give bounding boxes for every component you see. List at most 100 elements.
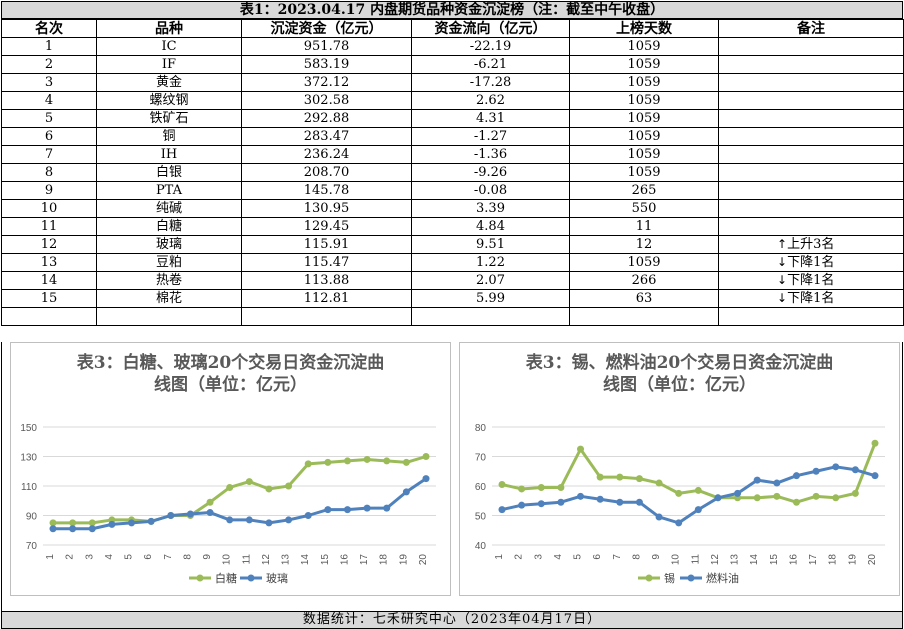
flow-cell: -1.36 [411,145,570,164]
days-cell: 1059 [569,73,719,92]
table-row: 3 黄金 372.12 -17.28 1059 [1,73,904,92]
empty-cell [1,307,97,326]
empty-row [1,307,904,326]
rank-cell: 9 [1,181,97,200]
data-point [792,472,800,480]
note-cell [718,127,904,146]
y-tick-label: 70 [475,453,487,464]
series-line-0 [53,455,427,525]
days-cell: 265 [569,181,719,200]
data-point [832,494,840,502]
data-point [518,485,526,493]
table-row: 8 白银 208.70 -9.26 1059 [1,163,904,182]
y-tick-label: 50 [475,512,487,523]
data-point [167,512,175,519]
flow-cell: 1.22 [411,253,570,272]
data-point [675,489,683,497]
days-cell: 550 [569,199,719,218]
note-cell [718,73,904,92]
note-cell [718,91,904,110]
header-rank: 名次 [1,19,97,38]
data-point [304,512,312,519]
name-cell: 铜 [96,127,242,146]
data-point [324,458,332,466]
arrow-down-icon: ↓ [777,255,788,269]
data-point [832,463,840,471]
data-point [88,525,96,533]
data-point [363,504,371,512]
y-tick-label: 40 [475,541,487,552]
legend-marker [687,574,695,582]
y-tick-label: 150 [20,423,37,434]
data-point [285,516,293,524]
flow-cell: -6.21 [411,55,570,74]
days-cell: 1059 [569,37,719,56]
data-point [265,485,273,493]
days-cell: 1059 [569,253,719,272]
days-cell: 1059 [569,109,719,128]
note-text: 下降1名 [787,273,835,288]
funds-cell: 208.70 [241,163,412,182]
funds-cell: 115.47 [241,253,412,272]
flow-cell: -9.26 [411,163,570,182]
x-tick-label: 20 [418,554,429,566]
legend-marker [645,574,653,582]
funds-cell: 112.81 [241,289,412,308]
x-tick-label: 5 [573,554,584,560]
days-cell: 1059 [569,91,719,110]
table-row: 2 IF 583.19 -6.21 1059 [1,55,904,74]
flow-cell: -0.08 [411,181,570,200]
data-point [753,494,761,502]
data-point [753,476,761,484]
data-point [498,506,506,514]
x-tick-label: 13 [281,554,292,566]
chart-panel-sugar-glass: 表3：白糖、玻璃20个交易日资金沉淀曲 线图（单位：亿元） 70 90 110 130… [10,342,451,596]
y-tick-label: 130 [20,453,37,464]
x-tick-label: 3 [533,554,544,560]
data-point [304,460,312,468]
x-tick-label: 16 [788,554,799,566]
data-point [518,501,526,509]
x-tick-label: 1 [494,554,505,560]
table-header-row: 名次 品种 沉淀资金（亿元） 资金流向（亿元） 上榜天数 备注 [1,19,904,38]
rank-cell: 1 [1,37,97,56]
data-point [557,498,565,506]
data-point [596,495,604,503]
days-cell: 1059 [569,145,719,164]
data-point [343,457,351,465]
x-tick-label: 6 [143,554,154,560]
name-cell: 热卷 [96,271,242,290]
data-point [226,483,234,491]
data-point [537,483,545,491]
data-point [49,525,57,533]
rank-cell: 5 [1,109,97,128]
rank-cell: 8 [1,163,97,182]
x-tick-label: 11 [690,554,701,565]
x-tick-label: 15 [320,554,331,566]
data-point [206,498,214,506]
note-cell: ↑上升3名 [718,235,904,254]
header-note: 备注 [718,19,904,38]
name-cell: 纯碱 [96,199,242,218]
data-point [324,506,332,514]
flow-cell: 3.39 [411,199,570,218]
rank-cell: 3 [1,73,97,92]
x-tick-label: 19 [398,554,409,566]
rank-cell: 4 [1,91,97,110]
x-tick-label: 17 [808,554,819,566]
name-cell: IH [96,145,242,164]
flow-cell: 9.51 [411,235,570,254]
note-cell [718,217,904,236]
data-point [245,478,253,486]
legend-label: 玻璃 [266,571,288,585]
days-cell: 1059 [569,127,719,146]
table-row: 13 豆粕 115.47 1.22 1059 ↓下降1名 [1,253,904,272]
header-funds: 沉淀资金（亿元） [241,19,412,38]
rank-cell: 7 [1,145,97,164]
legend-label: 燃料油 [706,571,739,585]
note-text: 上升3名 [787,237,835,252]
chart-title-line1: 表3：白糖、玻璃20个交易日资金沉淀曲 [76,353,385,373]
rank-cell: 12 [1,235,97,254]
data-point [675,519,683,527]
